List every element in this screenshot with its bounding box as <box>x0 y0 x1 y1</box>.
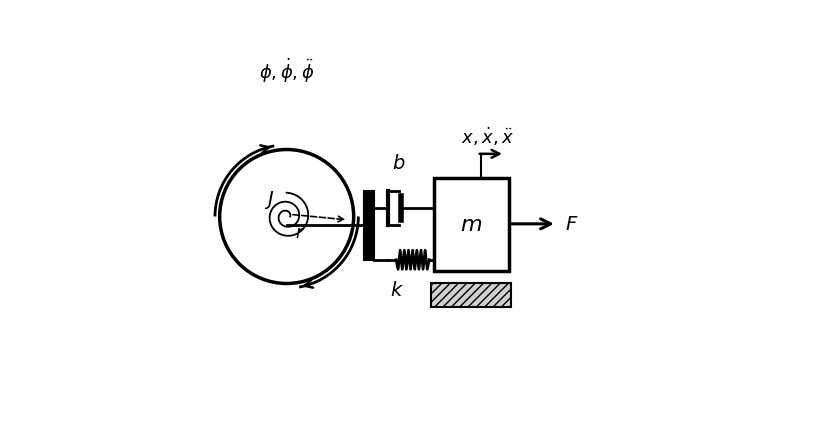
Text: $F$: $F$ <box>564 215 578 234</box>
Bar <box>431 284 511 308</box>
Bar <box>364 191 374 260</box>
Text: $J$: $J$ <box>264 189 274 211</box>
Text: $b$: $b$ <box>392 154 405 173</box>
Text: $r$: $r$ <box>294 223 304 241</box>
Text: $k$: $k$ <box>390 281 404 300</box>
Text: $x,\dot{x},\ddot{x}$: $x,\dot{x},\ddot{x}$ <box>461 126 513 148</box>
Text: $m$: $m$ <box>460 214 482 234</box>
Text: $\phi,\dot{\phi},\ddot{\phi}$: $\phi,\dot{\phi},\ddot{\phi}$ <box>258 56 314 85</box>
Bar <box>433 178 508 271</box>
